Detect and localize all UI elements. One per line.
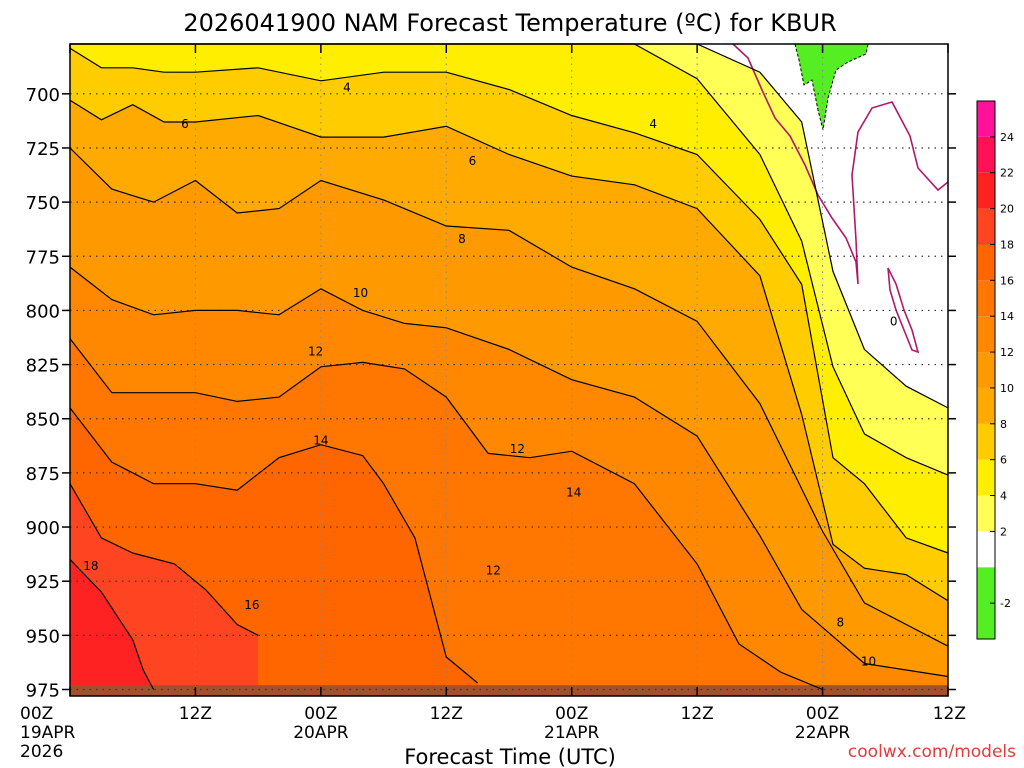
colorbar-swatch-10 (977, 208, 995, 245)
isotherm-label-2: 6 (181, 117, 189, 131)
colorbar-swatch-5 (977, 387, 995, 424)
temp-band-20 (70, 559, 154, 696)
x-tick-label-60-0: 12Z (681, 704, 714, 724)
isotherm-10 (69, 147, 949, 647)
isotherm-label-14: 10 (861, 654, 876, 668)
x-tick-label-84-0: 12Z (933, 704, 966, 724)
y-tick-label-825: 825 (26, 356, 60, 377)
isotherm-label-15: 0 (890, 314, 898, 328)
colorbar-label-6: 12 (1000, 346, 1014, 359)
y-tick-label-750: 750 (26, 193, 60, 214)
isotherm-12 (69, 266, 949, 678)
x-tick-label-48-0: 00Z (555, 704, 588, 724)
plot-area: 4 4 6 6 8 10 12 14 12 14 12 18 16 8 10 0 (69, 43, 949, 697)
colorbar-swatch-0 (977, 567, 995, 639)
isotherm-label-4: 8 (458, 232, 466, 246)
isotherm-labels: 4 4 6 6 8 10 12 14 12 14 12 18 16 8 10 0 (83, 80, 897, 668)
colorbar-swatch-4 (977, 423, 995, 460)
isotherm-label-3: 6 (469, 154, 477, 168)
isotherm-label-10: 12 (486, 563, 501, 577)
isotherm-6 (69, 47, 949, 554)
x-tick-label-24-1: 20APR (293, 723, 349, 743)
zero-isotherm-loop (887, 267, 920, 354)
y-tick-label-975: 975 (26, 681, 60, 702)
isotherm-label-12: 16 (244, 598, 259, 612)
isotherm-label-11: 18 (83, 559, 98, 573)
y-tick-label-725: 725 (26, 139, 60, 160)
colorbar-label-7: 14 (1000, 310, 1014, 323)
isotherm-label-6: 12 (308, 345, 323, 359)
colorbar-swatch-3 (977, 459, 995, 496)
plot-frame (69, 43, 949, 697)
temperature-bands (70, 44, 948, 697)
isotherm-label-0: 4 (343, 80, 351, 94)
colorbar-frame (976, 100, 996, 640)
x-tick-label-24-0: 00Z (304, 704, 337, 724)
colorbar-swatch-7 (977, 316, 995, 353)
y-tick-label-875: 875 (26, 464, 60, 485)
colorbar-label-11: 22 (1000, 167, 1014, 180)
colorbar-label-12: 24 (1000, 131, 1014, 144)
isotherm-label-13: 8 (837, 615, 845, 629)
zero-isotherm-line (732, 43, 949, 285)
isotherm-16 (69, 407, 478, 684)
isotherm-label-5: 10 (353, 286, 368, 300)
colorbar-swatch-6 (977, 352, 995, 388)
chart-title: 2026041900 NAM Forecast Temperature (ºC)… (183, 9, 836, 37)
cold-region-fill (794, 43, 869, 131)
ground-below-surface (70, 685, 948, 696)
y-tick-label-900: 900 (26, 518, 60, 539)
x-tick-label-0-2: 2026 (20, 742, 63, 762)
colorbar-label-9: 18 (1000, 238, 1014, 251)
y-tick-label-850: 850 (26, 410, 60, 431)
y-tick-label-775: 775 (26, 247, 60, 268)
colorbar-swatch-11 (977, 172, 995, 209)
colorbar-swatch-1 (977, 531, 995, 568)
colorbar-swatch-2 (977, 495, 995, 532)
isotherm-label-8: 12 (510, 442, 525, 456)
isotherm-20 (69, 559, 155, 690)
isotherm-14 (69, 338, 823, 691)
colorbar-label-1: 2 (1000, 525, 1007, 538)
x-tick-label-72-0: 00Z (806, 704, 839, 724)
isotherm-label-7: 14 (313, 433, 328, 447)
x-tick-label-0-1: 19APR (20, 723, 76, 743)
colorbar-label-8: 16 (1000, 274, 1014, 287)
isotherm-18 (69, 483, 259, 636)
y-tick-label-800: 800 (26, 301, 60, 322)
x-axis-title: Forecast Time (UTC) (404, 745, 616, 768)
y-tick-label-700: 700 (26, 85, 60, 106)
colorbar-label-2: 4 (1000, 490, 1007, 503)
colorbar-label-4: 8 (1000, 418, 1007, 431)
x-tick-label-72-1: 22APR (795, 723, 851, 743)
colorbar-swatch-12 (977, 136, 995, 173)
credit-text: coolwx.com/models (848, 742, 1016, 762)
y-tick-label-925: 925 (26, 572, 60, 593)
colorbar-swatch-8 (977, 280, 995, 317)
colorbar-label-3: 6 (1000, 454, 1007, 467)
y-axis: 700 725 750 775 800 825 850 875 900 925 950 975 (26, 85, 956, 702)
cold-region (732, 43, 949, 354)
x-tick-label-12-0: 12Z (179, 704, 212, 724)
isotherm-8 (69, 99, 949, 602)
isotherm-label-1: 4 (649, 117, 657, 131)
x-tick-label-48-1: 21APR (544, 723, 600, 743)
colorbar-label-10: 20 (1000, 203, 1014, 216)
y-tick-label-950: 950 (26, 626, 60, 647)
x-tick-label-36-0: 12Z (430, 704, 463, 724)
colorbar-label-5: 10 (1000, 382, 1014, 395)
isotherm-label-9: 14 (566, 485, 581, 499)
colorbar-swatch-13 (977, 101, 995, 137)
colorbar-label-0: -2 (1000, 597, 1011, 610)
x-tick-label-0-0: 00Z (20, 704, 53, 724)
colorbar-swatch-9 (977, 244, 995, 281)
